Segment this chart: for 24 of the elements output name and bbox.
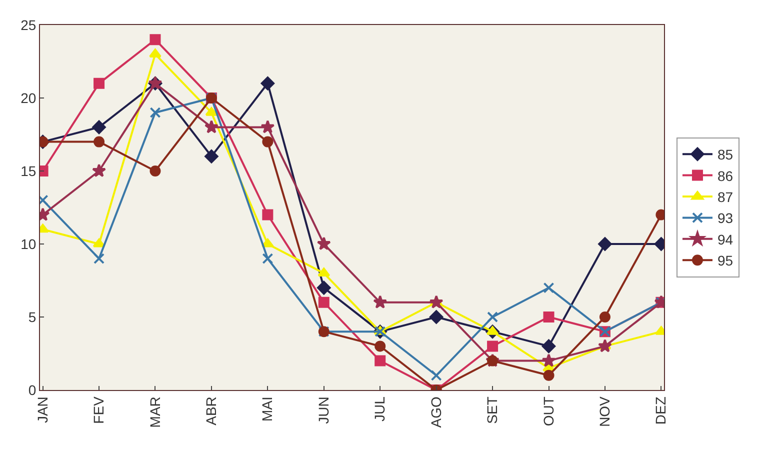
x-tick-label: AGO xyxy=(428,396,444,428)
legend-label: 95 xyxy=(717,252,734,269)
legend-label: 87 xyxy=(717,188,734,205)
y-tick-label: 0 xyxy=(28,382,36,398)
x-tick-label: OUT xyxy=(540,396,556,426)
x-tick-label: JAN xyxy=(34,396,50,424)
x-tick-label: JUN xyxy=(315,396,332,424)
legend-label: 93 xyxy=(717,210,734,226)
y-tick-label: 15 xyxy=(20,162,36,179)
x-tick-label: SET xyxy=(484,396,500,424)
x-tick-label: MAI xyxy=(259,396,276,422)
legend-label: 85 xyxy=(717,146,734,163)
x-tick-label: FEV xyxy=(90,396,107,424)
y-tick-label: 10 xyxy=(20,236,36,252)
x-tick-label: MAR xyxy=(146,396,163,428)
y-tick-label: 5 xyxy=(28,308,36,325)
x-tick-label: DEZ xyxy=(652,396,669,425)
x-tick-label: ABR xyxy=(203,396,220,426)
y-tick-label: 25 xyxy=(20,16,36,33)
x-tick-label: JUL xyxy=(372,396,388,422)
legend-label: 94 xyxy=(717,231,734,248)
y-tick-label: 20 xyxy=(20,90,36,106)
legend-label: 86 xyxy=(717,168,734,184)
x-tick-label: NOV xyxy=(596,396,613,427)
